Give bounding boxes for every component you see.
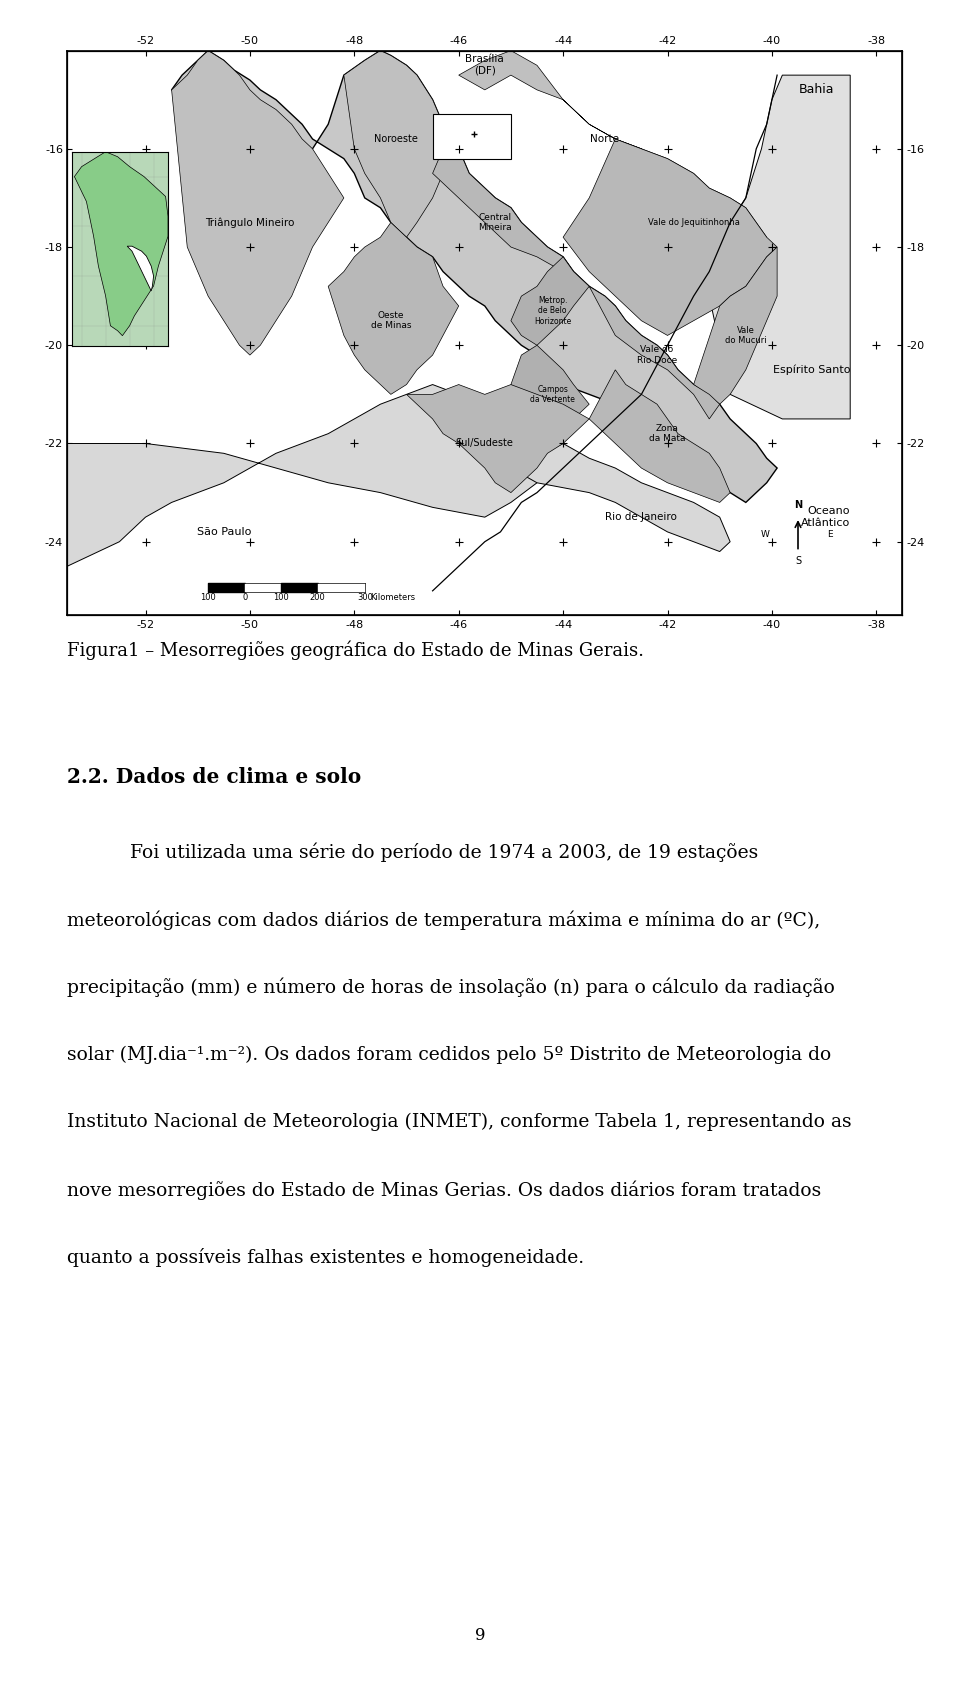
Text: São Paulo: São Paulo	[197, 528, 251, 536]
Text: Kilometers: Kilometers	[370, 593, 415, 602]
Text: Metrop.
de Belo
Horizonte: Metrop. de Belo Horizonte	[534, 297, 571, 325]
Text: 0: 0	[242, 593, 248, 602]
Text: Central
Mineira: Central Mineira	[478, 212, 512, 233]
Polygon shape	[511, 256, 589, 346]
Polygon shape	[344, 51, 459, 238]
Polygon shape	[511, 443, 731, 551]
Text: Oeste
de Minas: Oeste de Minas	[371, 310, 411, 330]
Text: Oceano
Atlântico: Oceano Atlântico	[801, 506, 851, 528]
Text: Rio de Janeiro: Rio de Janeiro	[606, 513, 678, 523]
Polygon shape	[709, 76, 851, 418]
Text: Zona
da Mata: Zona da Mata	[649, 423, 685, 443]
Polygon shape	[172, 51, 777, 502]
Text: solar (MJ.dia⁻¹.m⁻²). Os dados foram cedidos pelo 5º Distrito de Meteorologia do: solar (MJ.dia⁻¹.m⁻²). Os dados foram ced…	[67, 1045, 831, 1064]
Text: Vale do Jequitinhonha: Vale do Jequitinhonha	[648, 217, 739, 228]
Text: Brasília
(DF): Brasília (DF)	[466, 54, 504, 76]
Text: 100: 100	[274, 593, 289, 602]
Text: Campos
da Vertente: Campos da Vertente	[530, 384, 575, 405]
Text: precipitação (mm) e número de horas de insolação (n) para o cálculo da radiação: precipitação (mm) e número de horas de i…	[67, 978, 835, 998]
Text: Vale do
Rio Doce: Vale do Rio Doce	[636, 346, 677, 364]
Polygon shape	[459, 51, 767, 248]
Polygon shape	[589, 287, 720, 418]
Polygon shape	[127, 246, 154, 292]
Text: Norte: Norte	[590, 133, 619, 143]
Text: meteorológicas com dados diários de temperatura máxima e mínima do ar (ºC),: meteorológicas com dados diários de temp…	[67, 910, 821, 931]
Polygon shape	[406, 384, 589, 492]
Text: nove mesorregiões do Estado de Minas Gerias. Os dados diários foram tratados: nove mesorregiões do Estado de Minas Ger…	[67, 1180, 822, 1200]
Text: 300: 300	[357, 593, 372, 602]
Text: 200: 200	[310, 593, 325, 602]
Text: Vale
do Mucuri: Vale do Mucuri	[725, 325, 767, 346]
Polygon shape	[693, 248, 777, 405]
Text: Instituto Nacional de Meteorologia (INMET), conforme Tabela 1, representando as: Instituto Nacional de Meteorologia (INME…	[67, 1113, 852, 1131]
Polygon shape	[172, 51, 344, 356]
Text: quanto a possíveis falhas existentes e homogeneidade.: quanto a possíveis falhas existentes e h…	[67, 1248, 585, 1266]
Polygon shape	[589, 369, 731, 502]
Polygon shape	[564, 138, 777, 336]
Text: Figura1 – Mesorregiões geográfica do Estado de Minas Gerais.: Figura1 – Mesorregiões geográfica do Est…	[67, 641, 644, 661]
Text: W: W	[760, 529, 769, 540]
Text: Triângulo Mineiro: Triângulo Mineiro	[205, 217, 295, 228]
Text: E: E	[827, 529, 832, 540]
Polygon shape	[511, 346, 589, 433]
Polygon shape	[433, 148, 589, 287]
Text: Espírito Santo: Espírito Santo	[773, 364, 851, 374]
Text: Sul/Sudeste: Sul/Sudeste	[456, 438, 514, 448]
Text: 9: 9	[475, 1627, 485, 1644]
Polygon shape	[67, 51, 902, 615]
Bar	[433, 115, 511, 158]
Text: Bahia: Bahia	[799, 83, 834, 96]
Text: 100: 100	[201, 593, 216, 602]
Text: Foi utilizada uma série do período de 1974 a 2003, de 19 estações: Foi utilizada uma série do período de 19…	[130, 843, 757, 863]
Text: S: S	[795, 556, 801, 566]
Text: 2.2. Dados de clima e solo: 2.2. Dados de clima e solo	[67, 767, 362, 787]
Text: N: N	[794, 499, 802, 509]
Polygon shape	[328, 223, 459, 395]
Polygon shape	[67, 384, 553, 615]
Polygon shape	[75, 152, 168, 336]
Text: Noroeste: Noroeste	[374, 133, 418, 143]
